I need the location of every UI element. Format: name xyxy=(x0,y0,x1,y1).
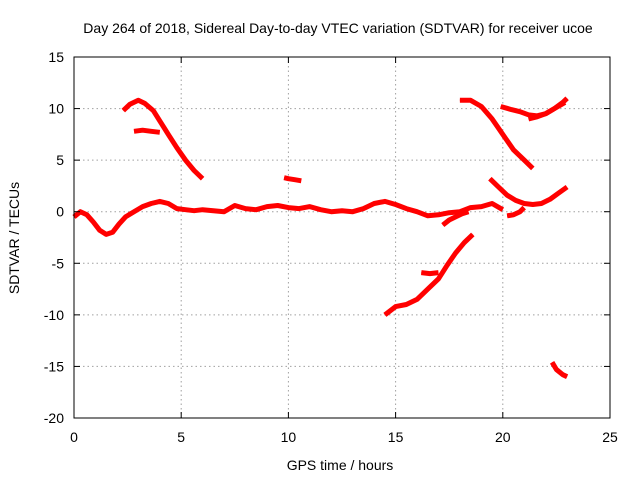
x-tick-label: 5 xyxy=(177,429,185,445)
y-tick-label: -20 xyxy=(44,410,64,426)
y-tick-label: 0 xyxy=(56,204,64,220)
x-tick-labels: 0 5 10 15 20 25 xyxy=(70,429,618,445)
series-arc-short-10h xyxy=(283,175,302,184)
x-tick-label: 10 xyxy=(281,429,297,445)
y-tick-label: 15 xyxy=(48,49,64,65)
series-arc-late-mid-markers xyxy=(489,177,568,206)
y-axis-label: SDTVAR / TECUs xyxy=(6,182,22,294)
y-tick-labels: -20 -15 -10 -5 0 5 10 15 xyxy=(44,49,64,426)
y-tick-label: 10 xyxy=(48,101,64,117)
x-tick-label: 15 xyxy=(388,429,404,445)
series-group xyxy=(72,96,569,379)
x-tick-label: 0 xyxy=(70,429,78,445)
series-arc-early-high xyxy=(121,97,205,181)
series-arc-late-right-b-markers xyxy=(528,97,568,120)
chart-title: Day 264 of 2018, Sidereal Day-to-day VTE… xyxy=(83,20,593,36)
series-arc-end-negative-markers xyxy=(551,361,568,378)
series-arc-late-low-markers xyxy=(506,206,525,217)
x-tick-label: 25 xyxy=(602,429,618,445)
series-arc-late-mid xyxy=(488,176,569,207)
y-tick-label: -10 xyxy=(44,307,64,323)
x-axis-label: GPS time / hours xyxy=(287,457,394,473)
y-tick-label: 5 xyxy=(56,152,64,168)
y-tick-label: -15 xyxy=(44,358,64,374)
series-arc-early-high-markers xyxy=(122,99,204,180)
series-arc-step-16h-markers xyxy=(421,271,439,275)
plot-frame xyxy=(73,56,611,419)
y-tick-label: -5 xyxy=(52,255,65,271)
series-arc-early-mid-markers xyxy=(133,129,160,134)
series-arc-main-markers xyxy=(73,200,504,236)
series-arc-late-high xyxy=(459,97,535,171)
tick-marks xyxy=(73,56,611,419)
series-arc-rising-markers xyxy=(384,233,474,316)
x-tick-label: 20 xyxy=(495,429,511,445)
series-arc-17h-markers xyxy=(442,210,469,226)
